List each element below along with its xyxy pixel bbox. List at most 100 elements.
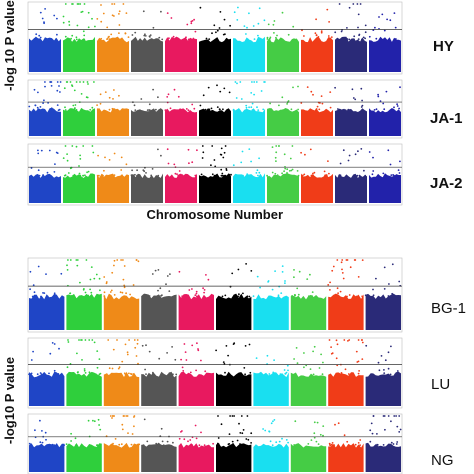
snp-point bbox=[102, 174, 104, 177]
snp-point bbox=[376, 433, 378, 435]
snp-point bbox=[248, 343, 251, 346]
snp-point bbox=[348, 339, 351, 341]
snp-point bbox=[312, 174, 314, 177]
snp-point bbox=[124, 373, 127, 376]
snp-point bbox=[374, 26, 376, 29]
snp-point bbox=[74, 104, 77, 106]
snp-point bbox=[122, 259, 124, 261]
snp-point bbox=[372, 415, 375, 417]
snp-point bbox=[281, 172, 283, 175]
snp-point bbox=[253, 93, 256, 96]
snp-point bbox=[272, 420, 274, 423]
snp-point bbox=[217, 415, 219, 417]
snp-point bbox=[347, 108, 350, 111]
snp-point bbox=[62, 21, 65, 24]
snp-point bbox=[315, 34, 318, 37]
snp-point bbox=[306, 278, 309, 280]
snp-point bbox=[39, 441, 42, 444]
snp-point bbox=[39, 419, 41, 422]
snp-point bbox=[202, 94, 205, 97]
snp-point bbox=[267, 108, 270, 111]
snp-point bbox=[53, 369, 56, 372]
snp-point bbox=[364, 24, 367, 27]
snp-point bbox=[286, 103, 288, 105]
snp-point bbox=[181, 366, 184, 369]
snp-point bbox=[200, 359, 202, 362]
snp-point bbox=[303, 352, 305, 354]
snp-point bbox=[136, 339, 139, 341]
snp-point bbox=[348, 154, 351, 157]
panel-ja-2 bbox=[27, 143, 403, 206]
snp-point bbox=[58, 108, 61, 111]
snp-point bbox=[290, 108, 293, 111]
snp-point bbox=[371, 432, 374, 435]
snp-point bbox=[68, 24, 71, 26]
snp-point bbox=[149, 109, 151, 112]
snp-point bbox=[70, 432, 72, 435]
snp-point bbox=[191, 344, 194, 347]
snp-point bbox=[336, 287, 339, 290]
snp-point bbox=[361, 109, 364, 111]
snp-point bbox=[74, 107, 76, 109]
snp-point bbox=[313, 345, 316, 348]
snp-point bbox=[250, 442, 253, 444]
snp-point bbox=[394, 26, 397, 29]
snp-point bbox=[96, 444, 98, 447]
snp-point bbox=[215, 349, 218, 352]
snp-point bbox=[357, 442, 360, 444]
snp-point bbox=[132, 284, 135, 286]
snp-point bbox=[192, 37, 195, 40]
snp-point bbox=[291, 295, 293, 297]
snp-point bbox=[127, 372, 130, 375]
snp-point bbox=[224, 294, 227, 297]
snp-point bbox=[121, 360, 124, 363]
snp-point bbox=[34, 295, 37, 298]
snp-point bbox=[220, 168, 223, 171]
snp-point bbox=[53, 292, 56, 295]
snp-point bbox=[307, 443, 310, 445]
snp-point bbox=[105, 282, 108, 285]
chromosome-band-5 bbox=[178, 443, 214, 472]
snp-point bbox=[196, 295, 199, 298]
snp-point bbox=[354, 98, 357, 101]
snp-point bbox=[321, 102, 324, 105]
snp-point bbox=[133, 104, 136, 107]
chromosome-band-9 bbox=[328, 372, 364, 406]
snp-point bbox=[346, 295, 348, 298]
snp-point bbox=[30, 167, 33, 169]
snp-point bbox=[152, 371, 154, 374]
snp-point bbox=[300, 151, 302, 154]
snp-point bbox=[109, 415, 112, 417]
snp-point bbox=[338, 174, 340, 177]
snp-point bbox=[62, 157, 65, 160]
snp-point bbox=[239, 443, 241, 445]
chromosome-band-3 bbox=[97, 108, 129, 136]
snp-point bbox=[46, 171, 49, 174]
snp-point bbox=[237, 295, 240, 298]
snp-point bbox=[167, 162, 170, 165]
chromosome-band-6 bbox=[199, 108, 231, 136]
snp-point bbox=[199, 6, 202, 9]
snp-point bbox=[217, 437, 220, 439]
snp-point bbox=[123, 286, 126, 289]
snp-point bbox=[287, 33, 290, 36]
snp-point bbox=[271, 444, 274, 447]
snp-point bbox=[168, 37, 170, 40]
snp-point bbox=[83, 34, 86, 37]
snp-point bbox=[111, 14, 114, 17]
snp-point bbox=[151, 168, 154, 170]
snp-point bbox=[258, 7, 261, 10]
snp-point bbox=[364, 37, 366, 40]
snp-point bbox=[387, 295, 390, 297]
chromosome-band-6 bbox=[199, 173, 231, 203]
snp-point bbox=[379, 100, 382, 102]
snp-point bbox=[35, 37, 38, 40]
chromosome-band-9 bbox=[301, 173, 333, 203]
chromosome-band-1 bbox=[29, 173, 61, 203]
snp-point bbox=[218, 27, 221, 29]
snp-point bbox=[271, 288, 274, 291]
snp-point bbox=[281, 373, 283, 375]
snp-point bbox=[79, 3, 82, 5]
snp-point bbox=[87, 11, 90, 14]
snp-point bbox=[182, 370, 185, 372]
